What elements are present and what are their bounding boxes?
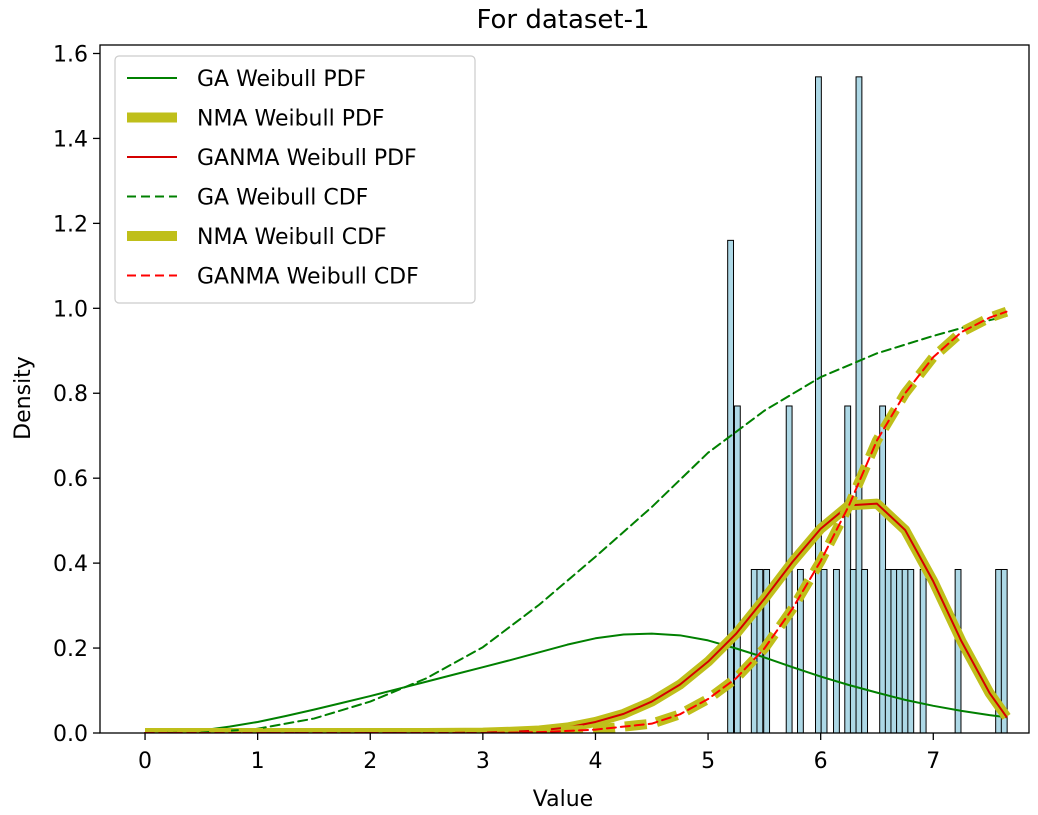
chart-title: For dataset-1 <box>476 5 649 35</box>
x-tick-label: 2 <box>363 749 377 774</box>
x-tick-label: 0 <box>138 749 152 774</box>
x-tick-label: 4 <box>588 749 602 774</box>
y-axis-label: Density <box>11 356 36 440</box>
histogram-bar-13 <box>861 568 869 734</box>
histogram-bar-7 <box>815 76 822 734</box>
x-axis-label: Value <box>533 787 593 812</box>
histogram-bar-18 <box>901 568 909 734</box>
histogram-bar-9 <box>833 568 840 734</box>
plot-area: 0123456780.00.20.40.60.81.01.21.41.6 <box>53 42 1030 774</box>
y-tick-label: 1.6 <box>53 42 88 67</box>
histogram-bar-19 <box>907 568 915 734</box>
y-tick-label: 0.6 <box>53 467 88 492</box>
axes-frame <box>99 44 1030 734</box>
series-line-ganma-weibull-cdf <box>144 310 1008 733</box>
histogram-bar-2 <box>750 568 758 734</box>
y-tick-label: 0.4 <box>53 552 88 577</box>
legend-box <box>114 55 476 304</box>
histogram-bar-12 <box>855 76 863 734</box>
y-tick-label: 0.8 <box>53 382 88 407</box>
histogram-bar-8 <box>820 568 828 734</box>
series-line-ganma-weibull-pdf <box>144 502 1008 733</box>
x-tick-label: 1 <box>251 749 265 774</box>
legend-label: GANMA Weibull PDF <box>197 146 417 171</box>
x-tick-label: 6 <box>814 749 828 774</box>
legend-label: GANMA Weibull CDF <box>197 265 419 290</box>
histogram-bar-20 <box>919 568 927 734</box>
series-line-ga-weibull-cdf <box>144 314 1008 733</box>
histogram-bar-16 <box>890 568 898 734</box>
y-tick-label: 1.2 <box>53 212 88 237</box>
legend: GA Weibull PDF NMA Weibull PDF GANMA Weibu… <box>114 55 476 304</box>
y-tick-label: 0.2 <box>53 637 88 662</box>
y-tick-label: 0.0 <box>53 722 88 747</box>
y-tick-label: 1.4 <box>53 127 88 152</box>
x-tick-label: 3 <box>476 749 490 774</box>
x-tick-label: 5 <box>701 749 715 774</box>
histogram-bar-1 <box>733 405 741 734</box>
y-tick-label: 1.0 <box>53 297 88 322</box>
histogram-bar-14 <box>879 405 887 734</box>
legend-label: NMA Weibull PDF <box>197 107 385 132</box>
legend-label: GA Weibull PDF <box>197 67 366 92</box>
legend-label: GA Weibull CDF <box>197 186 368 211</box>
legend-label: NMA Weibull CDF <box>197 225 387 250</box>
histogram-bar-15 <box>884 568 892 734</box>
histogram-bar-11 <box>849 568 857 734</box>
histogram-bar-17 <box>896 568 903 734</box>
series-line-ga-weibull-pdf <box>144 632 1008 733</box>
histogram-bar-0 <box>727 239 735 734</box>
x-tick-label: 7 <box>926 749 940 774</box>
histogram-bar-21 <box>954 568 962 734</box>
